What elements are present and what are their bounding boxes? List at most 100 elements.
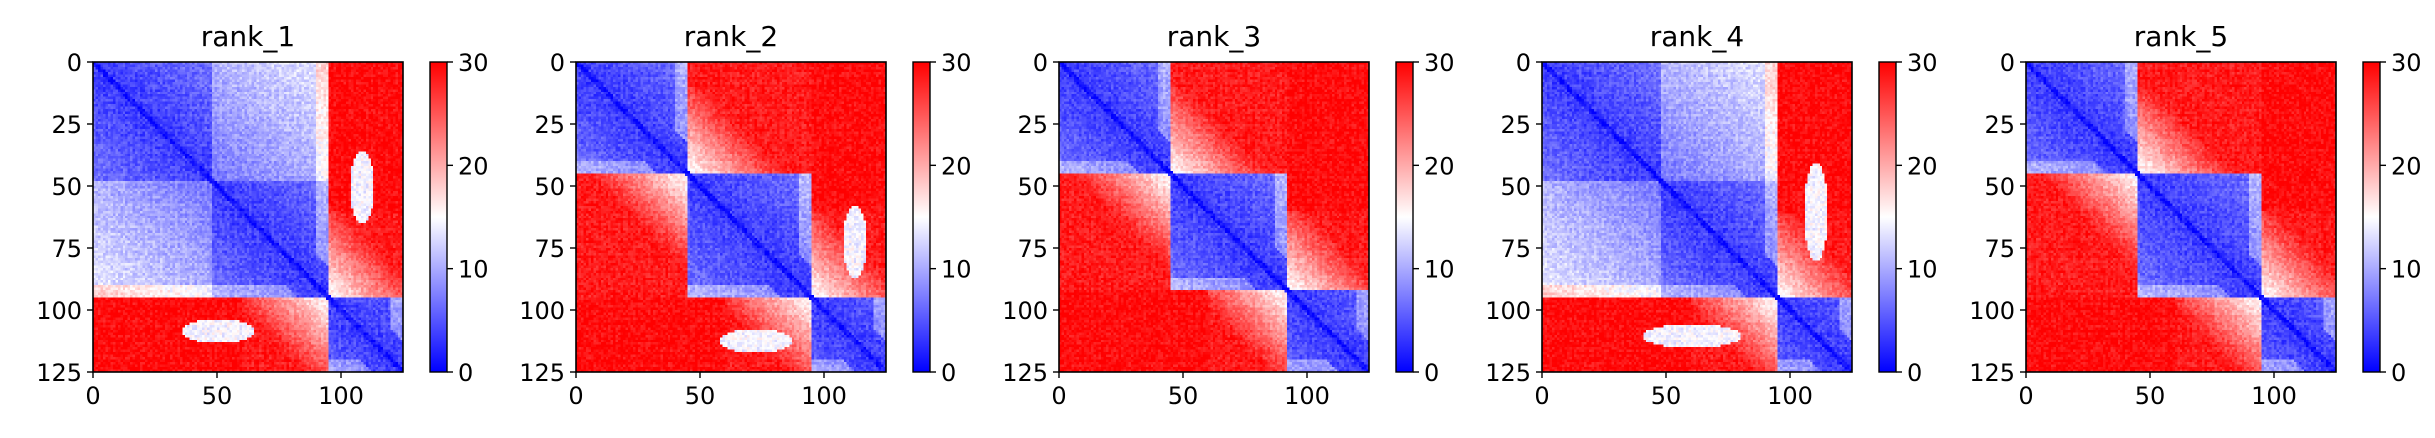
heatmap-cell (123, 64, 126, 67)
heatmap-cell (95, 74, 98, 77)
heatmap-cell (138, 107, 141, 110)
heatmap-cell (378, 99, 381, 102)
heatmap-cell (247, 72, 250, 75)
heatmap-cell (291, 94, 294, 97)
heatmap-cell (262, 72, 265, 75)
heatmap-cell (381, 69, 384, 72)
heatmap-cell (222, 92, 225, 95)
heatmap-cell (207, 94, 210, 97)
heatmap-cell (217, 89, 220, 92)
heatmap-cell (123, 69, 126, 72)
heatmap-cell (358, 79, 361, 82)
heatmap-cell (361, 77, 364, 80)
heatmap-cell (202, 77, 205, 80)
heatmap-cell (366, 69, 369, 72)
heatmap-cell (217, 64, 220, 67)
heatmap-cell (334, 94, 337, 97)
heatmap-cell (172, 92, 175, 95)
heatmap-cell (314, 64, 317, 67)
heatmap-cell (353, 94, 356, 97)
heatmap-cell (331, 97, 334, 100)
heatmap-cell (234, 77, 237, 80)
heatmap-cell (197, 64, 200, 67)
heatmap-cell (190, 84, 193, 87)
heatmap-cell (314, 84, 317, 87)
heatmap-cell (195, 79, 198, 82)
heatmap-cell (148, 69, 151, 72)
heatmap-cell (386, 82, 389, 85)
heatmap-cell (135, 84, 138, 87)
heatmap-cell (234, 67, 237, 70)
heatmap-cell (296, 92, 299, 95)
heatmap-cell (232, 99, 235, 102)
heatmap-cell (157, 84, 160, 87)
heatmap-cell (267, 84, 270, 87)
heatmap-cell (398, 94, 401, 97)
heatmap-cell (393, 72, 396, 75)
heatmap-cell (306, 107, 309, 110)
heatmap-cell (336, 94, 339, 97)
heatmap-cell (339, 92, 342, 95)
heatmap-cell (319, 104, 322, 107)
heatmap-cell (242, 89, 245, 92)
heatmap-cell (202, 69, 205, 72)
heatmap-cell (135, 89, 138, 92)
heatmap-cell (242, 82, 245, 85)
heatmap-cell (190, 99, 193, 102)
heatmap-cell (130, 84, 133, 87)
heatmap-cell (120, 94, 123, 97)
heatmap-cell (118, 69, 121, 72)
heatmap-cell (125, 92, 128, 95)
heatmap-cell (353, 102, 356, 105)
heatmap-cell (272, 94, 275, 97)
heatmap-cell (120, 84, 123, 87)
heatmap-cell (301, 69, 304, 72)
heatmap-cell (187, 92, 190, 95)
heatmap-cell (145, 79, 148, 82)
heatmap-cell (391, 77, 394, 80)
heatmap-cell (105, 104, 108, 107)
heatmap-cell (115, 74, 118, 77)
heatmap-cell (100, 107, 103, 110)
heatmap-cell (272, 87, 275, 90)
heatmap-cell (165, 72, 168, 75)
heatmap-cell (254, 79, 257, 82)
heatmap-cell (388, 104, 391, 107)
heatmap-cell (185, 74, 188, 77)
heatmap-cell (324, 92, 327, 95)
heatmap-cell (252, 82, 255, 85)
heatmap-cell (170, 77, 173, 80)
heatmap-cell (296, 97, 299, 100)
heatmap-cell (331, 107, 334, 110)
heatmap-cell (232, 89, 235, 92)
heatmap-cell (175, 67, 178, 70)
heatmap-cell (118, 67, 121, 70)
heatmap-cell (202, 107, 205, 110)
heatmap-cell (373, 82, 376, 85)
heatmap-cell (215, 82, 218, 85)
heatmap-cell (165, 99, 168, 102)
heatmap-cell (205, 72, 208, 75)
heatmap-cell (311, 74, 314, 77)
heatmap-cell (301, 84, 304, 87)
heatmap-cell (182, 84, 185, 87)
heatmap-cell (264, 84, 267, 87)
heatmap-cell (227, 99, 230, 102)
heatmap-cell (381, 67, 384, 70)
heatmap-cell (143, 77, 146, 80)
heatmap-cell (138, 87, 141, 90)
heatmap-cell (259, 79, 262, 82)
heatmap-cell (105, 89, 108, 92)
heatmap-cell (207, 104, 210, 107)
heatmap-cell (254, 92, 257, 95)
heatmap-cell (217, 94, 220, 97)
heatmap-cell (348, 67, 351, 70)
heatmap-cell (391, 74, 394, 77)
heatmap-cell (274, 69, 277, 72)
heatmap-cell (224, 77, 227, 80)
heatmap-cell (272, 89, 275, 92)
heatmap-cell (353, 104, 356, 107)
heatmap-cell (212, 64, 215, 67)
heatmap-cell (279, 72, 282, 75)
heatmap-cell (118, 102, 121, 105)
